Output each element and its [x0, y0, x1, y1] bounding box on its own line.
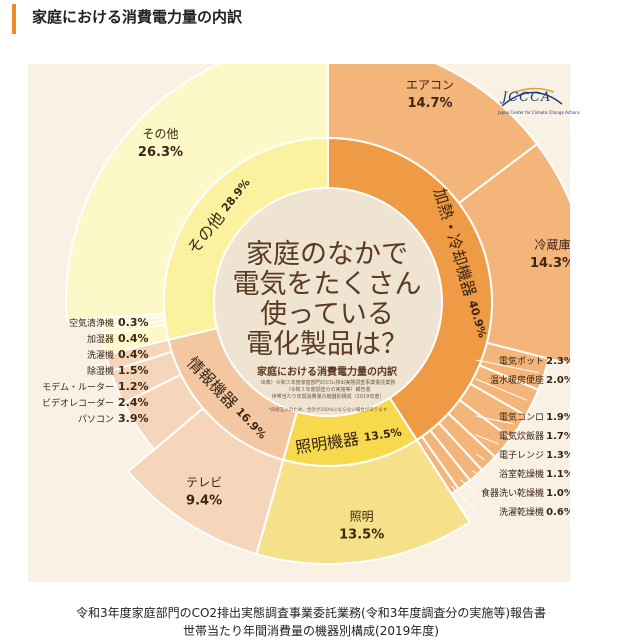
outer-slice-label: 除湿機: [87, 365, 114, 377]
outer-slice-value: 0.4%: [118, 332, 149, 345]
outer-slice-value: 1.9%: [546, 412, 570, 423]
outer-slice-value: 2.3%: [546, 356, 570, 367]
leader-line: [471, 470, 477, 474]
chart-panel: 加熱・冷却機器 40.9% 照明機器 13.5% 情報機器 16.9% その他 28.…: [28, 64, 580, 582]
figure-caption: 令和3年度家庭部門のCO2排出実態調査事業委託業務(令和3年度調査分の実施等)報…: [0, 604, 622, 640]
outer-slice-label: 加湿器: [87, 334, 114, 345]
outer-slice-label: 洗濯乾燥機: [499, 506, 544, 518]
outer-slice-label: 電気炊飯器: [499, 430, 544, 442]
source-line: （令和３年度調査分の実施等）報告書: [285, 387, 371, 393]
section-heading-text: 家庭における消費電力量の内訳: [32, 8, 243, 26]
outer-slice-label: パソコン: [78, 414, 114, 425]
outer-slice-label: 電気コンロ: [499, 411, 544, 423]
center-message-line: 電気をたくさん: [232, 269, 422, 300]
outer-slice-value: 3.9%: [118, 412, 149, 425]
leader-line: [475, 453, 485, 460]
leader-line: [475, 359, 539, 374]
outer-slice-label: ビデオレコーダー: [42, 397, 114, 409]
section-heading: 家庭における消費電力量の内訳: [12, 4, 592, 34]
outer-slice-value: 14.7%: [407, 96, 452, 111]
source-line: 世帯当たり年間消費量の機器別構成（2019年度）: [271, 394, 385, 400]
center-subtitle: 家庭における消費電力量の内訳: [257, 367, 397, 378]
source-line: 出典）令和３年度家庭部門のCO₂排出実態調査事業委託業務: [260, 380, 396, 386]
center-source: 出典）令和３年度家庭部門のCO₂排出実態調査事業委託業務 （令和３年度調査分の実…: [230, 380, 426, 401]
leader-line: [475, 378, 528, 401]
center-note: *四捨五入のため、合計が100%にならない場合があります: [268, 408, 388, 413]
outer-slice-label: 温水暖房便座: [490, 374, 544, 386]
logo-title: JCCCA: [502, 90, 552, 105]
center-disc: [215, 189, 441, 415]
outer-slice-label: 電気ポット: [499, 355, 544, 367]
outer-slice-value: 1.7%: [546, 431, 570, 442]
logo-subtitle: Japan Center for Climate Change Actions: [498, 110, 580, 115]
outer-slice-label: エアコン: [406, 78, 454, 92]
outer-slice-label: 洗濯機: [87, 349, 114, 361]
outer-slice-label: 空気清浄機: [69, 317, 114, 329]
center-message-line: 家庭のなかで: [246, 239, 408, 270]
caption-line: 令和3年度家庭部門のCO2排出実態調査事業委託業務(令和3年度調査分の実施等)報…: [75, 606, 547, 620]
outer-slice-value: 1.5%: [118, 364, 149, 377]
outer-slice-value: 0.3%: [118, 316, 149, 329]
outer-slice-value: 2.0%: [546, 375, 570, 386]
outer-slice-value: 13.5%: [339, 528, 384, 543]
outer-slice-value: 14.3%: [530, 256, 570, 271]
outer-slice-value: 0.6%: [546, 507, 570, 518]
outer-slice-label: テレビ: [186, 476, 222, 490]
group-value: 13.5%: [363, 425, 403, 443]
outer-slice-label: 食器洗い乾燥機: [481, 487, 544, 499]
outer-slice-value: 26.3%: [138, 145, 183, 160]
leader-line: [475, 415, 514, 425]
leader-line: [460, 479, 477, 493]
inner-slice: [327, 136, 493, 442]
jccca-logo: JCCCA Japan Center for Climate Change Ac…: [496, 82, 580, 122]
outer-slice-label: 照明: [350, 510, 374, 524]
outer-slice-label: モデム・ルーター: [42, 381, 114, 393]
outer-slice-value: 1.3%: [546, 450, 570, 461]
outer-slice-value: 1.2%: [118, 380, 149, 393]
leader-line: [475, 434, 499, 445]
outer-slice-label: その他: [142, 127, 178, 141]
logo-arc-icon: [501, 87, 563, 107]
outer-slice-value: 9.4%: [186, 494, 222, 509]
outer-slice-label: 浴室乾燥機: [499, 468, 544, 480]
outer-slice-label: 冷蔵庫: [535, 238, 570, 252]
inner-slice: [163, 136, 329, 341]
outer-slice-value: 1.1%: [546, 469, 570, 480]
outer-slice-label: 電子レンジ: [499, 450, 544, 461]
caption-line: 世帯当たり年間消費量の機器別構成(2019年度): [183, 624, 439, 638]
outer-slice-value: 1.0%: [546, 488, 570, 499]
donut-chart: 加熱・冷却機器 40.9%照明機器 13.5%情報機器 16.9%その他 28.…: [42, 64, 570, 565]
center-message-line: 使っている: [260, 299, 394, 330]
center-message: 家庭のなかで 電気をたくさん 使っている 電化製品は？: [222, 240, 432, 360]
outer-slice-value: 2.4%: [118, 396, 149, 409]
leader-line: [451, 486, 477, 512]
chart-group: 加熱・冷却機器 40.9%照明機器 13.5%情報機器 16.9%その他 28.…: [42, 64, 570, 565]
center-message-line: 電化製品は？: [246, 329, 408, 360]
outer-slice-value: 0.4%: [118, 348, 149, 361]
